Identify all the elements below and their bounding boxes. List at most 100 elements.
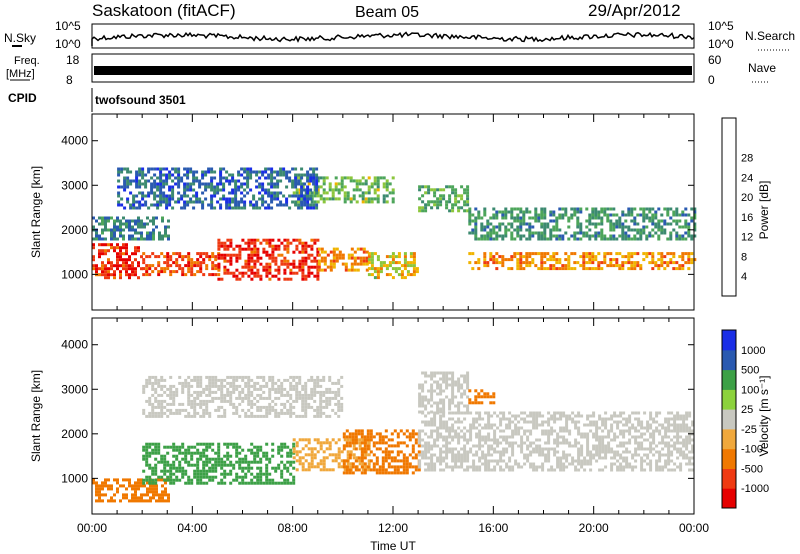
power-plot-band-6 [418,185,470,213]
vel-plot-band-7 [142,375,344,418]
header-beam: Beam 05 [355,4,419,21]
velocity-y-ticks: 1000 2000 3000 4000 [61,338,694,485]
nsky-line [91,31,695,46]
nave-tick-bottom: 0 [708,73,715,87]
nsearch-tick-top: 10^5 [708,19,734,33]
vel-plot-band-4 [418,411,695,472]
power-plot-band-8 [468,207,697,241]
vel-plot-band-2 [292,438,371,472]
colorbar-segment [722,330,736,351]
nave-label: Nave [748,61,776,75]
velocity-y-axis-label: Slant Range [km] [29,370,43,462]
freq-tick-top: 18 [66,53,80,67]
y-tick-label: 2000 [61,223,88,237]
colorbar-segment [722,468,736,489]
cpid-value: twofsound 3501 [95,93,186,107]
colorbar-tick-label: -25 [741,424,757,436]
power-heatmap [92,167,697,281]
freq-tick-bottom: 8 [66,73,73,87]
colorbar-frame [721,329,737,509]
freq-band [94,66,692,75]
nsearch-tick-bottom: 10^0 [708,37,734,51]
power-plot-band-1 [92,216,170,241]
colorbar-tick-label: 4 [741,271,747,283]
colorbar-segment [722,428,736,450]
colorbar-tick-label: 100 [741,384,759,396]
power-plot-band-2 [142,252,221,277]
colorbar-tick-label: -500 [741,463,763,475]
power-colorbar-label: Power [dB] [757,181,771,240]
cpid-label: CPID [8,91,37,105]
velocity-frame [91,317,695,515]
colorbar-frame [721,117,737,297]
colorbar-tick-label: 24 [741,172,753,184]
velocity-colorbar-label: Velocity [m s⁻¹] [757,375,771,456]
x-axis-label: Time UT [370,539,416,553]
power-plot-band-4 [317,247,369,272]
y-tick-label: 3000 [61,382,88,396]
nsky-label: N.Sky [4,31,36,45]
x-tick-label: 16:00 [478,521,508,535]
nsky-frame [91,23,695,49]
power-plot-band-10 [117,167,319,210]
x-tick-label: 04:00 [177,521,207,535]
velocity-x-ticks [91,318,695,514]
x-tick-label: 20:00 [579,521,609,535]
freq-unit-label: [MHz] [6,68,35,80]
y-tick-label: 3000 [61,178,88,192]
power-plot-band-7 [468,252,697,271]
velocity-heatmap [92,371,695,503]
x-tick-label: 12:00 [378,521,408,535]
x-tick-label: 00:00 [679,521,709,535]
nsky-panel: N.Sky 10^5 10^0 10^5 10^0 N.Search [4,19,795,51]
colorbar-tick-label: 28 [741,153,753,165]
y-tick-label: 2000 [61,427,88,441]
freq-trace [94,66,692,75]
vel-plot-band-0 [92,478,170,503]
colorbar-tick-label: -100 [741,444,763,456]
nsky-trace [91,31,695,46]
y-tick-label: 4000 [61,338,88,352]
power-y-axis-label: Slant Range [km] [29,166,43,258]
power-x-ticks [91,114,695,310]
colorbar-tick-label: 1000 [741,345,765,357]
vel-plot-band-3 [342,429,421,475]
y-tick-label: 1000 [61,267,88,281]
vel-plot-band-5 [418,371,470,414]
header-station: Saskatoon (fitACF) [92,1,236,20]
vel-plot-band-6 [468,389,496,405]
velocity-colorbar: 1000 500 100 25 -25 -100 -500 -1000 [721,329,769,509]
colorbar-segment [722,349,736,371]
freq-frame [91,53,695,83]
colorbar-tick-label: 20 [741,192,753,204]
power-plot-band-5 [367,252,419,280]
colorbar-tick-label: 500 [741,365,759,377]
colorbar-tick-label: 8 [741,251,747,263]
velocity-panel: 1000 2000 3000 4000 Slant Range [km] 1000 50… [29,317,771,515]
power-colorbar: 4 8 12 16 20 24 28 [721,117,753,297]
power-plot-band-3 [217,238,320,281]
power-panel: 1000 2000 3000 4000 Slant Range [km] 4 8 12 16… [29,113,771,311]
freq-label: Freq. [14,55,40,67]
colorbar-tick-label: 12 [741,232,753,244]
y-tick-label: 4000 [61,134,88,148]
freq-panel: Freq. [MHz] 18 8 60 0 Nave [6,53,776,87]
nsky-tick-top: 10^5 [55,19,81,33]
colorbar-tick-label: 25 [741,404,753,416]
colorbar-segment [722,369,736,390]
header-date: 29/Apr/2012 [588,1,681,20]
nsearch-label: N.Search [745,29,795,43]
colorbar-tick-label: 16 [741,212,753,224]
power-y-ticks: 1000 2000 3000 4000 [61,134,694,281]
power-plot-band-0 [92,243,143,280]
colorbar-segment [722,488,736,509]
colorbar-segment [722,448,736,469]
x-tick-label: 00:00 [77,521,107,535]
vel-plot-band-1 [142,442,296,485]
nave-tick-top: 60 [708,53,722,67]
nsky-tick-bottom: 10^0 [55,37,81,51]
colorbar-segment [722,409,736,430]
y-tick-label: 1000 [61,471,88,485]
x-tick-label: 08:00 [278,521,308,535]
